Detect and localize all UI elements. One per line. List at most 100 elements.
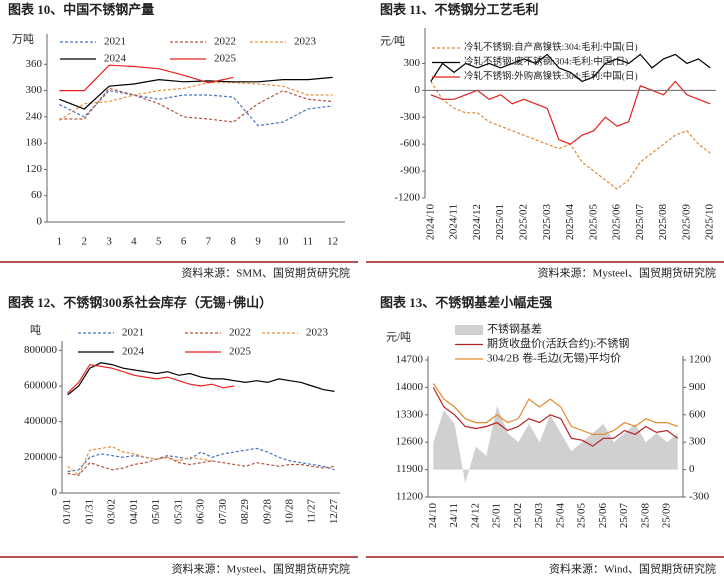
series-line <box>59 87 333 123</box>
series-line <box>67 363 235 394</box>
series-line <box>67 456 335 476</box>
area <box>433 405 678 484</box>
legend-label: 2021 <box>104 36 126 48</box>
x-tick-label: 05/01 <box>150 499 162 524</box>
x-tick-label: 25/08 <box>639 503 651 529</box>
x-tick-label: 10/28 <box>283 499 295 525</box>
chart-title: 图表 12、不锈钢300系社会库存（无锡+佛山） <box>8 295 272 310</box>
x-tick-label: 3 <box>106 236 112 248</box>
x-tick-label: 25/01 <box>491 503 503 528</box>
legend-label: 2022 <box>229 327 251 339</box>
y-tick-label: 60 <box>31 189 43 201</box>
y2-tick-label: -300 <box>689 491 710 503</box>
legend-label: 2023 <box>306 327 329 339</box>
y-tick-label: 180 <box>26 137 43 149</box>
y-tick-label: 120 <box>26 163 43 175</box>
x-tick-label: 2025/07 <box>634 204 646 241</box>
x-tick-label: 11 <box>302 236 313 248</box>
x-tick-label: 2025/01 <box>494 204 506 240</box>
y-tick-label: 13300 <box>396 408 424 420</box>
y-tick-label: -900 <box>400 165 421 177</box>
source: 资料来源：SMM、国贸期货研究院 <box>181 266 350 280</box>
x-tick-label: 2025/10 <box>704 204 716 241</box>
y-axis-label: 吨 <box>30 324 41 337</box>
y-tick-label: -1200 <box>394 192 420 204</box>
x-tick-label: 04/01 <box>128 499 140 524</box>
x-tick-label: 03/02 <box>106 499 118 524</box>
x-tick-label: 25/09 <box>661 503 673 529</box>
legend-swatch <box>455 325 483 335</box>
x-tick-label: 10 <box>277 236 289 248</box>
x-tick-label: 01/01 <box>61 499 73 524</box>
legend-label: 期货收盘价(活跃合约):不锈钢 <box>487 336 629 350</box>
x-tick-label: 2025/04 <box>564 204 576 241</box>
x-tick-label: 11/27 <box>306 499 318 524</box>
y-tick-label: 200000 <box>24 451 58 463</box>
y-tick-label: -600 <box>400 138 421 150</box>
x-tick-label: 25/05 <box>576 503 588 529</box>
series-line <box>59 76 333 110</box>
y-tick-label: 600000 <box>24 380 58 392</box>
series-line <box>430 81 711 190</box>
x-tick-label: 08/29 <box>239 499 251 525</box>
x-tick-label: 24/12 <box>469 503 481 528</box>
chart-title: 图表 10、中国不锈钢产量 <box>8 2 154 17</box>
legend-label: 不锈钢基差 <box>487 322 542 336</box>
legend-label: 冷轧不锈钢:外购高镍铁:304:毛利:中国(日) <box>464 70 638 82</box>
legend-label: 2023 <box>294 36 317 48</box>
y2-tick-label: 1200 <box>689 354 712 366</box>
x-tick-label: 25/04 <box>554 503 566 529</box>
y2-tick-label: 0 <box>689 463 695 475</box>
x-tick-label: 1 <box>57 236 63 248</box>
y-tick-label: 0 <box>415 84 421 96</box>
y-tick-label: 11200 <box>396 491 424 503</box>
x-tick-label: 4 <box>131 236 137 248</box>
x-tick-label: 06/30 <box>195 499 207 525</box>
y2-tick-label: 300 <box>689 436 706 448</box>
y-tick-label: 300 <box>404 57 421 69</box>
x-tick-label: 25/07 <box>618 503 630 529</box>
y-tick-label: 0 <box>37 216 43 228</box>
x-tick-label: 25/03 <box>533 503 545 529</box>
legend-label: 2024 <box>122 346 145 358</box>
x-tick-label: 2025/02 <box>517 204 529 240</box>
y-tick-label: -300 <box>400 111 421 123</box>
legend-label: 2025 <box>229 346 252 358</box>
x-tick-label: 05/31 <box>172 499 184 524</box>
y-axis-label: 元/吨 <box>380 35 405 48</box>
legend-label: 冷轧不锈钢:废不锈钢:304:毛利:中国(日) <box>464 56 628 68</box>
x-tick-label: 2024/11 <box>448 204 460 240</box>
y-tick-label: 11900 <box>396 463 424 475</box>
source: 资料来源：Mysteel、国贸期货研究院 <box>538 266 716 280</box>
y-tick-label: 14700 <box>396 354 424 366</box>
x-tick-label: 25/06 <box>597 503 609 529</box>
y-tick-label: 0 <box>52 487 58 499</box>
x-tick-label: 2025/08 <box>657 204 669 241</box>
y-axis-label: 元/吨 <box>386 331 411 344</box>
y-tick-label: 800000 <box>24 344 58 356</box>
legend-label: 2025 <box>214 53 237 65</box>
series-line <box>67 362 335 396</box>
x-tick-label: 8 <box>231 236 237 248</box>
series-line <box>67 447 335 473</box>
y-tick-label: 400000 <box>24 415 58 427</box>
y2-tick-label: 900 <box>689 381 706 393</box>
x-tick-label: 2 <box>82 236 88 248</box>
series-line <box>432 387 679 447</box>
legend-label: 冷轧不锈钢:自产高镍铁:304:毛利:中国(日) <box>464 41 638 53</box>
x-tick-label: 2024/10 <box>424 204 436 241</box>
chart-title: 图表 13、不锈钢基差小幅走强 <box>380 295 552 310</box>
y-axis-label: 万吨 <box>12 33 34 46</box>
x-tick-label: 12 <box>327 236 338 248</box>
x-tick-label: 2025/03 <box>541 204 553 241</box>
y-tick-label: 12600 <box>396 436 424 448</box>
y2-tick-label: 600 <box>689 408 706 420</box>
x-tick-label: 2025/05 <box>587 204 599 241</box>
source: 资料来源：Wind、国贸期货研究院 <box>549 562 716 576</box>
x-tick-label: 07/30 <box>217 499 229 525</box>
x-tick-label: 09/28 <box>261 499 273 525</box>
x-tick-label: 5 <box>156 236 162 248</box>
legend-label: 2024 <box>104 53 127 65</box>
legend-label: 2021 <box>122 327 144 339</box>
